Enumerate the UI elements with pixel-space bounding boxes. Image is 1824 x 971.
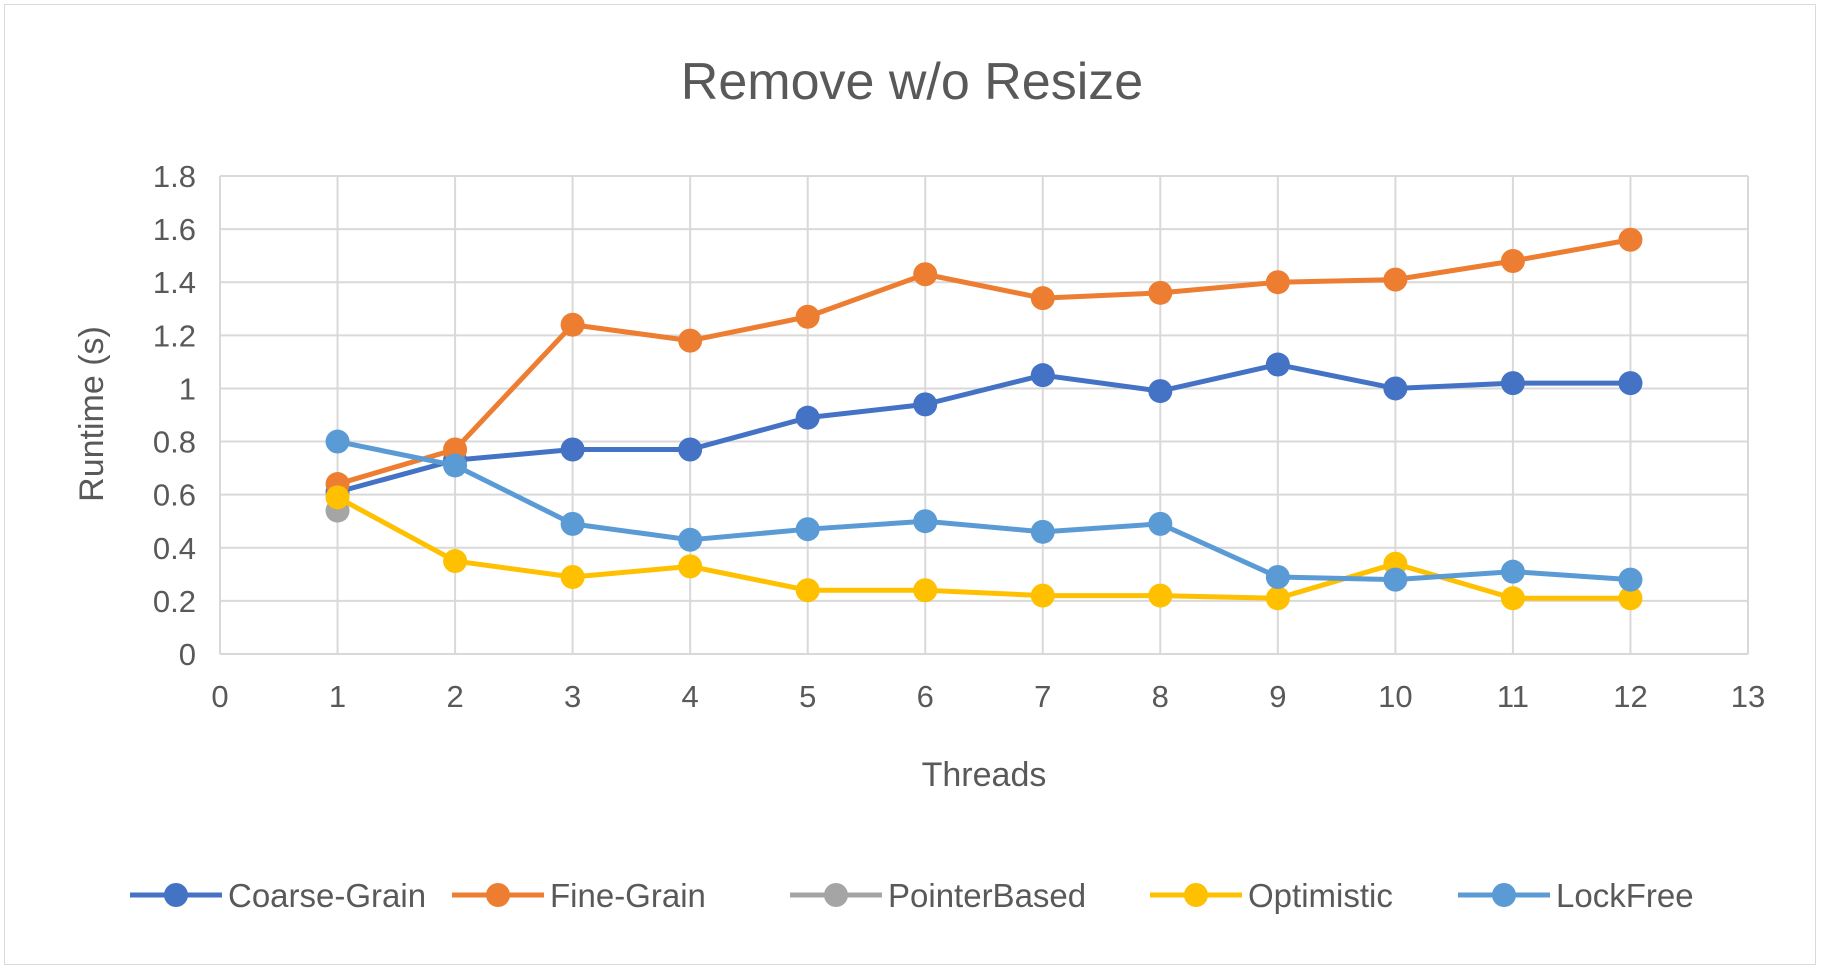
data-point: [1148, 511, 1173, 536]
data-point: [795, 405, 820, 430]
data-point: [913, 262, 938, 287]
data-point: [678, 527, 703, 552]
data-point: [795, 304, 820, 329]
data-point: [1148, 280, 1173, 305]
series-line: [335, 439, 1633, 583]
y-axis-title: Runtime (s): [73, 326, 111, 502]
y-tick-label: 0.4: [153, 531, 196, 566]
legend-entry: Optimistic: [1150, 877, 1393, 914]
legend-entry: Fine-Grain: [452, 877, 706, 914]
data-point: [1618, 567, 1643, 592]
data-point: [560, 437, 585, 462]
series-line: [335, 494, 1633, 601]
data-point: [1148, 583, 1173, 608]
data-point: [913, 509, 938, 534]
data-point: [795, 517, 820, 542]
series-lockfree: [325, 429, 1643, 592]
legend-marker: [1492, 883, 1516, 907]
legend-marker: [824, 883, 848, 907]
data-point: [1618, 586, 1643, 611]
data-point: [1618, 371, 1643, 396]
grid-lines: [219, 175, 1749, 655]
series-line: [335, 362, 1633, 495]
data-point: [913, 392, 938, 417]
data-point: [1265, 586, 1290, 611]
legend: Coarse-Grain Fine-Grain PointerBased Optimi…: [130, 877, 1694, 914]
data-point: [678, 554, 703, 579]
data-point: [443, 453, 468, 478]
series-line: [335, 237, 1633, 487]
chart-title: Remove w/o Resize: [681, 53, 1143, 111]
series-fine-grain: [325, 227, 1643, 497]
x-tick-label: 13: [1731, 679, 1765, 714]
legend-label: Coarse-Grain: [228, 877, 426, 914]
legend-marker: [1184, 883, 1208, 907]
data-point: [678, 328, 703, 353]
data-point: [1383, 267, 1408, 292]
series-optimistic: [325, 485, 1643, 611]
data-point: [560, 511, 585, 536]
legend-marker: [164, 883, 188, 907]
x-tick-label: 12: [1613, 679, 1647, 714]
data-point: [1500, 586, 1525, 611]
data-point: [1030, 519, 1055, 544]
x-tick-label: 0: [211, 679, 228, 714]
y-tick-label: 0: [179, 637, 196, 672]
y-tick-label: 1: [179, 371, 196, 406]
y-tick-label: 1.8: [153, 159, 196, 194]
x-tick-label: 10: [1378, 679, 1412, 714]
data-point: [560, 564, 585, 589]
data-point: [1383, 376, 1408, 401]
chart-frame: [4, 4, 1816, 965]
legend-label: PointerBased: [888, 877, 1086, 914]
data-point: [1500, 248, 1525, 273]
data-point: [1265, 564, 1290, 589]
data-point: [1265, 270, 1290, 295]
data-point: [913, 578, 938, 603]
y-tick-label: 0.6: [153, 478, 196, 513]
legend-entry: Coarse-Grain: [130, 877, 426, 914]
x-tick-label: 7: [1034, 679, 1051, 714]
data-point: [325, 485, 350, 510]
legend-label: LockFree: [1556, 877, 1694, 914]
x-tick-label: 9: [1269, 679, 1286, 714]
x-tick-label: 3: [564, 679, 581, 714]
data-point: [1500, 371, 1525, 396]
data-point: [560, 312, 585, 337]
y-tick-label: 0.2: [153, 584, 196, 619]
data-point: [1618, 227, 1643, 252]
y-tick-label: 1.2: [153, 318, 196, 353]
x-tick-label: 6: [917, 679, 934, 714]
x-tick-label: 11: [1497, 679, 1529, 714]
x-tick-label: 5: [799, 679, 816, 714]
series-group: [325, 227, 1643, 611]
x-tick-label: 1: [329, 679, 346, 714]
y-tick-label: 1.4: [153, 265, 196, 300]
legend-label: Fine-Grain: [550, 877, 706, 914]
data-point: [1265, 352, 1290, 377]
legend-marker: [486, 883, 510, 907]
x-tick-label: 2: [446, 679, 463, 714]
data-point: [1383, 567, 1408, 592]
x-tick-label: 8: [1152, 679, 1169, 714]
legend-entry: LockFree: [1458, 877, 1694, 914]
data-point: [1500, 559, 1525, 584]
data-point: [1148, 379, 1173, 404]
x-tick-label: 4: [682, 679, 699, 714]
data-point: [325, 429, 350, 454]
data-point: [678, 437, 703, 462]
legend-entry: PointerBased: [790, 877, 1086, 914]
data-point: [1030, 583, 1055, 608]
data-point: [443, 549, 468, 574]
legend-label: Optimistic: [1248, 877, 1393, 914]
data-point: [795, 578, 820, 603]
y-tick-label: 0.8: [153, 425, 196, 460]
y-tick-label: 1.6: [153, 212, 196, 247]
data-point: [1030, 363, 1055, 388]
axes: 00.20.40.60.811.21.41.61.80 1 2 3 4 5 6 7 8 9 10 11…: [153, 159, 1765, 714]
x-axis-title: Threads: [922, 756, 1047, 794]
data-point: [1030, 286, 1055, 311]
